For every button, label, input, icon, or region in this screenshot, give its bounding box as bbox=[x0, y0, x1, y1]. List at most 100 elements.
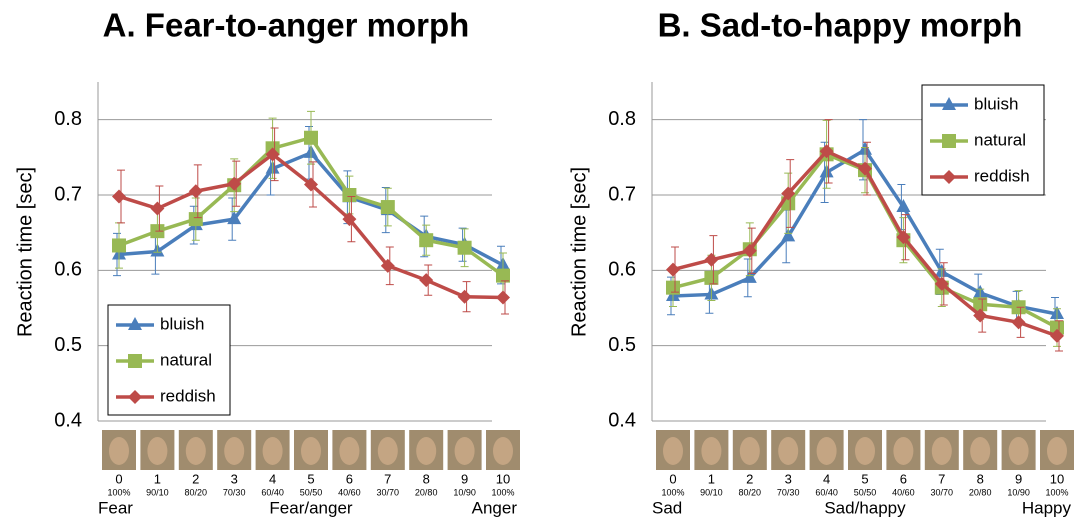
data-point bbox=[304, 130, 318, 145]
face-thumbnail bbox=[370, 430, 405, 470]
face-thumbnail bbox=[447, 430, 482, 470]
x-sub-label: 80/20 bbox=[185, 487, 208, 497]
face-thumbnail bbox=[102, 430, 136, 470]
x-tick-label: 10 bbox=[1050, 471, 1064, 486]
data-point bbox=[380, 258, 395, 273]
x-tick-label: 0 bbox=[115, 471, 122, 486]
x-sub-label: 70/30 bbox=[777, 487, 800, 497]
data-point bbox=[934, 276, 949, 291]
face-thumbnail bbox=[732, 430, 767, 470]
chart-title: A. Fear-to-anger morph bbox=[103, 7, 470, 44]
x-end-label: Anger bbox=[472, 498, 518, 517]
legend-label: bluish bbox=[974, 94, 1018, 113]
y-tick-label: 0.7 bbox=[54, 183, 82, 205]
x-sub-label: 30/70 bbox=[931, 487, 954, 497]
data-point bbox=[666, 280, 680, 295]
face-thumbnail bbox=[809, 430, 844, 470]
legend-marker bbox=[128, 354, 142, 368]
x-tick-label: 7 bbox=[384, 471, 391, 486]
data-point bbox=[1050, 328, 1064, 343]
x-sub-label: 20/80 bbox=[415, 487, 438, 497]
x-tick-label: 10 bbox=[496, 471, 510, 486]
face bbox=[493, 437, 513, 465]
legend-label: reddish bbox=[974, 166, 1030, 185]
data-point bbox=[342, 212, 357, 227]
data-point bbox=[457, 289, 472, 304]
data-point bbox=[819, 144, 834, 159]
face-thumbnail bbox=[332, 430, 367, 470]
face-thumbnail bbox=[656, 430, 690, 470]
x-tick-label: 4 bbox=[269, 471, 276, 486]
face-thumbnail bbox=[140, 430, 175, 470]
data-point bbox=[896, 230, 911, 245]
face-thumbnail bbox=[963, 430, 998, 470]
y-tick-label: 0.4 bbox=[54, 409, 82, 431]
x-sub-label: 10/90 bbox=[1007, 487, 1030, 497]
x-tick-label: 6 bbox=[346, 471, 353, 486]
legend-marker bbox=[942, 170, 956, 184]
face-thumbnail bbox=[924, 430, 959, 470]
x-tick-label: 1 bbox=[708, 471, 715, 486]
face bbox=[931, 437, 952, 465]
face-thumbnail bbox=[294, 430, 328, 470]
face-thumbnail bbox=[178, 430, 213, 470]
face-thumbnail bbox=[771, 430, 806, 470]
x-tick-label: 0 bbox=[669, 471, 676, 486]
x-sub-label: 40/60 bbox=[892, 487, 915, 497]
data-point bbox=[419, 273, 434, 288]
face-thumbnail bbox=[694, 430, 729, 470]
face bbox=[1008, 437, 1029, 465]
series-line bbox=[118, 150, 504, 267]
face bbox=[701, 437, 722, 465]
x-sub-label: 50/50 bbox=[300, 487, 323, 497]
y-axis-label: Reaction time [sec] bbox=[14, 167, 36, 337]
data-point bbox=[781, 186, 796, 201]
face-thumbnail bbox=[886, 430, 921, 470]
data-point bbox=[227, 176, 242, 191]
y-tick-label: 0.6 bbox=[54, 259, 82, 281]
x-tick-label: 8 bbox=[423, 471, 430, 486]
y-tick-label: 0.6 bbox=[608, 259, 636, 281]
face-thumbnail bbox=[1040, 430, 1074, 470]
data-point bbox=[112, 238, 126, 253]
x-tick-label: 4 bbox=[823, 471, 830, 486]
face bbox=[454, 437, 475, 465]
data-point bbox=[742, 243, 757, 258]
data-point bbox=[150, 201, 165, 216]
x-sub-label: 90/10 bbox=[146, 487, 169, 497]
x-sub-label: 100% bbox=[491, 487, 514, 497]
data-point bbox=[112, 189, 126, 204]
x-tick-label: 8 bbox=[977, 471, 984, 486]
x-end-label: Sad bbox=[652, 498, 682, 517]
legend-marker bbox=[942, 97, 956, 110]
face bbox=[224, 437, 245, 465]
face-thumbnail bbox=[848, 430, 882, 470]
data-point bbox=[1050, 320, 1064, 335]
data-point bbox=[973, 297, 988, 312]
face-thumbnail bbox=[255, 430, 290, 470]
data-point bbox=[342, 188, 357, 202]
y-tick-label: 0.4 bbox=[608, 409, 636, 431]
y-axis-label: Reaction time [sec] bbox=[568, 167, 590, 337]
y-tick-label: 0.8 bbox=[608, 108, 636, 130]
face-thumbnail bbox=[1001, 430, 1036, 470]
x-sub-label: 60/40 bbox=[815, 487, 838, 497]
x-sub-label: 90/10 bbox=[700, 487, 723, 497]
x-sub-label: 100% bbox=[661, 487, 684, 497]
face bbox=[185, 437, 206, 465]
x-sub-label: 40/60 bbox=[338, 487, 361, 497]
x-tick-label: 2 bbox=[192, 471, 199, 486]
face bbox=[970, 437, 991, 465]
x-tick-label: 5 bbox=[861, 471, 868, 486]
x-tick-label: 7 bbox=[938, 471, 945, 486]
y-tick-label: 0.5 bbox=[54, 334, 82, 356]
x-end-label: Fear/anger bbox=[269, 498, 352, 517]
face bbox=[893, 437, 914, 465]
data-point bbox=[496, 268, 510, 283]
y-tick-label: 0.7 bbox=[608, 183, 636, 205]
data-point bbox=[304, 177, 318, 192]
x-sub-label: 10/90 bbox=[453, 487, 476, 497]
data-point bbox=[188, 184, 203, 199]
face bbox=[816, 437, 837, 465]
